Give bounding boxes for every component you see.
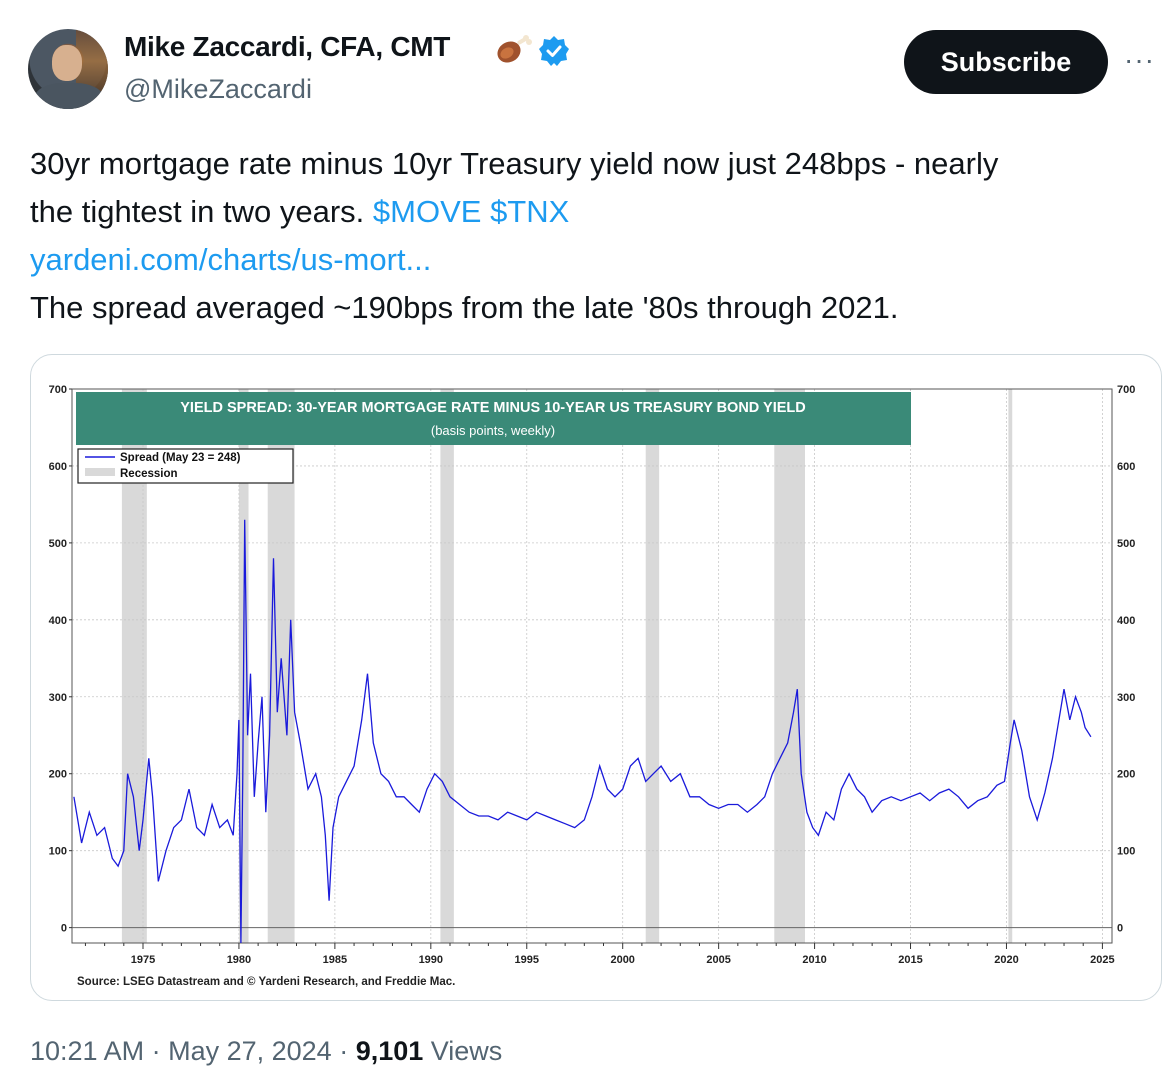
tweet-date[interactable]: May 27, 2024 <box>168 1036 332 1066</box>
y-tick-label-right: 200 <box>1117 769 1135 781</box>
legend-recession-label: Recession <box>120 468 178 480</box>
chart-title: YIELD SPREAD: 30-YEAR MORTGAGE RATE MINU… <box>180 400 805 416</box>
tweet-text-segment: the tightest in two years. <box>30 194 373 229</box>
chart-legend <box>77 448 294 484</box>
x-tick-label: 2020 <box>994 954 1018 966</box>
x-tick-label: 2015 <box>898 954 922 966</box>
chart-source: Source: LSEG Datastream and © Yardeni Re… <box>77 976 455 988</box>
meta-separator: · <box>144 1036 169 1066</box>
author-name[interactable]: Mike Zaccardi, CFA, CMT <box>124 31 451 62</box>
x-tick-label: 2000 <box>610 954 634 966</box>
y-tick-label-right: 0 <box>1117 923 1123 935</box>
x-tick-label: 1975 <box>131 954 155 966</box>
tweet-line: the tightest in two years. $MOVE $TNX <box>30 188 1140 236</box>
plot-frame <box>71 388 1113 944</box>
x-tick-label: 2010 <box>802 954 826 966</box>
cashtag-link[interactable]: $TNX <box>490 194 570 229</box>
y-tick-label-right: 400 <box>1117 615 1135 627</box>
y-tick-label-left: 700 <box>49 384 67 396</box>
y-tick-label-right: 700 <box>1117 384 1135 396</box>
verified-badge-icon <box>539 36 569 66</box>
tweet-time[interactable]: 10:21 AM <box>30 1036 145 1066</box>
meat-on-bone-icon <box>497 35 532 63</box>
tweet-text: 30yr mortgage rate minus 10yr Treasury y… <box>30 140 1140 332</box>
recession-band <box>440 389 454 943</box>
x-tick-label: 1980 <box>227 954 251 966</box>
author-handle[interactable]: @MikeZaccardi <box>124 74 312 104</box>
subscribe-button[interactable]: Subscribe <box>904 30 1108 94</box>
chart-title-box <box>76 392 911 445</box>
more-options-icon[interactable]: ··· <box>1124 44 1155 75</box>
recession-band <box>1008 389 1013 943</box>
spread-chart: 0 0 100 100 200 200 300 300 400 400 500 500 600 600 70… <box>49 384 1136 988</box>
y-tick-label-right: 100 <box>1117 846 1135 858</box>
tweet-meta: 10:21 AM · May 27, 2024 · 9,101 Views <box>30 1036 502 1067</box>
chart-image[interactable]: 0 0 100 100 200 200 300 300 400 400 500 500 600 600 70… <box>30 354 1162 1001</box>
spread-series-line <box>73 519 1092 944</box>
y-tick-label-left: 400 <box>49 615 67 627</box>
y-tick-label-right: 300 <box>1117 692 1135 704</box>
x-tick-label: 2025 <box>1090 954 1114 966</box>
cashtag-link[interactable]: $MOVE <box>372 194 482 229</box>
y-tick-label-left: 500 <box>49 538 67 550</box>
y-tick-label-left: 0 <box>61 923 67 935</box>
y-tick-label-left: 600 <box>49 461 67 473</box>
x-tick-label: 2005 <box>706 954 730 966</box>
x-tick-label: 1990 <box>419 954 443 966</box>
legend-series-label: Spread (May 23 = 248) <box>120 452 241 464</box>
x-tick-label: 1995 <box>515 954 539 966</box>
recession-band <box>645 389 660 943</box>
y-tick-label-right: 600 <box>1117 461 1135 473</box>
views-count: 9,101 <box>355 1036 424 1066</box>
views-label: Views <box>423 1036 503 1066</box>
y-tick-label-left: 200 <box>49 769 67 781</box>
meta-separator: · <box>331 1036 356 1066</box>
chart-subtitle: (basis points, weekly) <box>431 423 555 438</box>
tweet-line: 30yr mortgage rate minus 10yr Treasury y… <box>30 146 999 181</box>
author-avatar[interactable] <box>28 29 108 109</box>
y-tick-label-left: 300 <box>49 692 67 704</box>
y-tick-label-left: 100 <box>49 846 67 858</box>
x-tick-label: 1985 <box>323 954 347 966</box>
legend-recession-swatch <box>85 468 115 476</box>
tweet-line: The spread averaged ~190bps from the lat… <box>30 290 899 325</box>
y-tick-label-right: 500 <box>1117 538 1135 550</box>
recession-band <box>774 389 805 943</box>
url-link[interactable]: yardeni.com/charts/us-mort... <box>30 242 432 277</box>
